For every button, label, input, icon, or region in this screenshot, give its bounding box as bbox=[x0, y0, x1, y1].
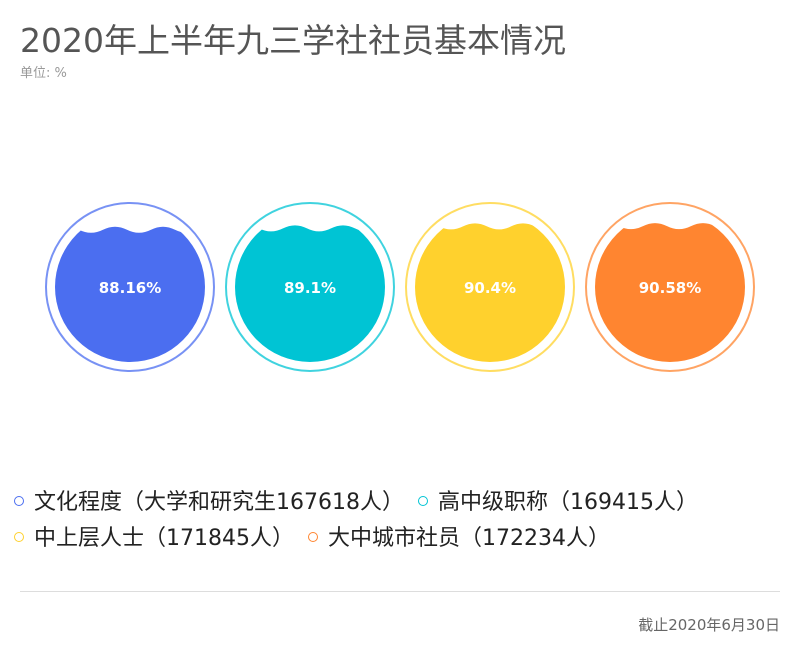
gauge-value-label: 90.58% bbox=[639, 279, 701, 297]
legend-marker-icon bbox=[417, 496, 428, 506]
gauge-outline bbox=[45, 202, 215, 372]
unit-label: 单位: % bbox=[20, 66, 67, 81]
legend-item[interactable]: 高中级职称（169415人） bbox=[417, 485, 698, 521]
gauge-value-label: 90.4% bbox=[464, 279, 516, 297]
legend: 文化程度（大学和研究生167618人） 高中级职称（169415人） 中上层人士（… bbox=[14, 485, 794, 557]
legend-label: 大中城市社员（172234人） bbox=[327, 526, 610, 551]
liquid-wave bbox=[55, 226, 205, 362]
footer-date: 截止2020年6月30日 bbox=[638, 616, 780, 634]
legend-marker-icon bbox=[14, 496, 24, 506]
gauge-outline bbox=[225, 202, 395, 372]
gauge-outline bbox=[585, 202, 755, 372]
legend-item[interactable]: 大中城市社员（172234人） bbox=[307, 521, 610, 557]
liquid-gauge[interactable]: 88.16% bbox=[7, 202, 295, 372]
legend-label: 文化程度（大学和研究生167618人） bbox=[34, 490, 404, 515]
gauge-outline bbox=[405, 202, 575, 372]
gauge-value-label: 89.1% bbox=[284, 279, 336, 297]
chart-title: 2020年上半年九三学社社员基本情况 bbox=[20, 21, 566, 60]
legend-marker-icon bbox=[14, 532, 24, 542]
liquid-fill-chart: 88.16% 89.1% 90.4% 90.58% bbox=[7, 202, 800, 372]
legend-item[interactable]: 中上层人士（171845人） bbox=[14, 521, 294, 557]
liquid-gauge[interactable]: 89.1% bbox=[187, 202, 475, 372]
liquid-gauge[interactable]: 90.58% bbox=[547, 202, 800, 372]
legend-item[interactable]: 文化程度（大学和研究生167618人） bbox=[14, 485, 404, 521]
divider bbox=[20, 591, 780, 592]
legend-label: 高中级职称（169415人） bbox=[437, 490, 698, 515]
gauge-value-label: 88.16% bbox=[99, 279, 161, 297]
legend-label: 中上层人士（171845人） bbox=[34, 526, 294, 551]
liquid-wave bbox=[595, 223, 745, 362]
liquid-wave bbox=[235, 225, 385, 362]
legend-marker-icon bbox=[307, 532, 318, 542]
liquid-gauge[interactable]: 90.4% bbox=[367, 202, 655, 372]
liquid-wave bbox=[415, 223, 565, 362]
